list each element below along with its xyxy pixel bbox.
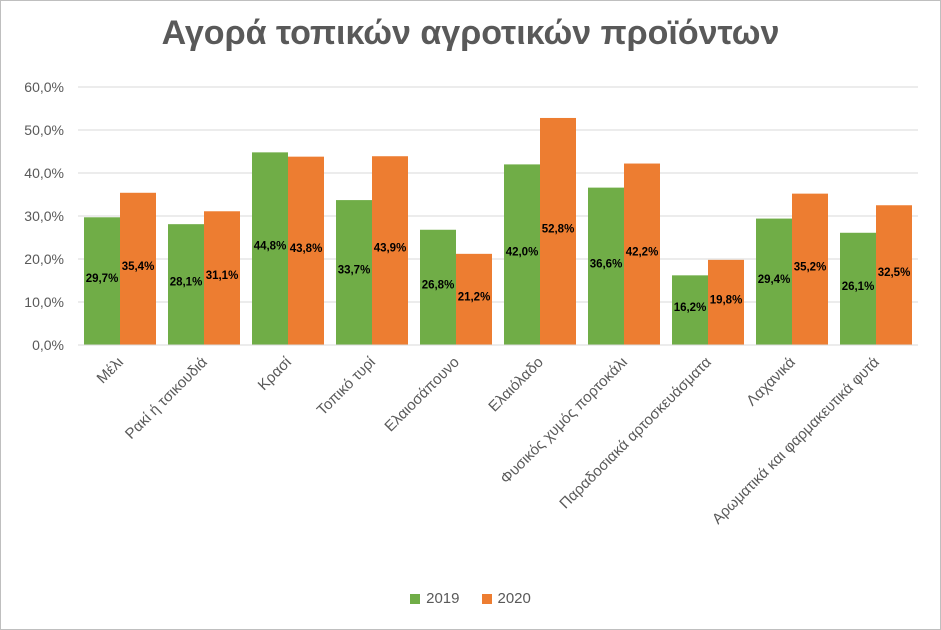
- data-label-2020: 35,4%: [122, 261, 155, 273]
- data-label-2019: 28,1%: [170, 277, 203, 289]
- y-tick-label: 60,0%: [24, 79, 64, 95]
- legend-item-2019: 2019: [410, 590, 460, 607]
- data-label-2019: 36,6%: [590, 258, 623, 270]
- bar-2019: [168, 224, 204, 345]
- data-labels: 29,7%35,4% 28,1%31,1% 44,8% 43,8% 33,7%43,9%…: [86, 223, 911, 314]
- bar-2019: [756, 218, 792, 345]
- data-label-2019: 26,8%: [422, 279, 455, 291]
- x-category-label: Μέλι: [94, 354, 127, 387]
- x-category-label: Ρακί ή τσικουδιά: [122, 354, 211, 443]
- legend-label-2019: 2019: [426, 590, 460, 607]
- y-tick-label: 40,0%: [24, 165, 64, 181]
- data-label-2020: 52,8%: [542, 223, 575, 235]
- legend-swatch-2019: [410, 593, 421, 604]
- bar-2020: [204, 211, 240, 345]
- data-label-2019: 16,2%: [674, 302, 707, 314]
- x-category-label: Λαχανικά: [743, 354, 799, 410]
- legend-swatch-2020: [481, 593, 492, 604]
- legend-label-2020: 2020: [497, 590, 531, 607]
- bar-2019: [672, 275, 708, 345]
- data-label-2019: 29,4%: [758, 274, 791, 286]
- data-label-2020: 19,8%: [710, 294, 743, 306]
- data-label-2020: 21,2%: [458, 291, 491, 303]
- legend: 2019 2020: [0, 590, 941, 607]
- bar-2019: [336, 200, 372, 345]
- chart-title: Αγορά τοπικών αγροτικών προϊόντων: [161, 14, 780, 52]
- data-label-2020: 42,2%: [626, 246, 659, 258]
- bar-2020: [288, 156, 324, 345]
- bar-2019: [252, 152, 288, 345]
- data-label-2019: 33,7%: [338, 265, 371, 277]
- bar-2020: [876, 205, 912, 345]
- bar-2020: [540, 117, 576, 346]
- bar-2020: [120, 192, 156, 345]
- data-label-2019: 44,8%: [254, 241, 287, 253]
- y-tick-label: 50,0%: [24, 122, 64, 138]
- y-tick-label: 20,0%: [24, 251, 64, 267]
- bar-2019: [420, 229, 456, 345]
- bar-2020: [792, 193, 828, 345]
- bar-2019: [588, 187, 624, 345]
- bar-2020: [456, 253, 492, 345]
- data-label-2019: 26,1%: [842, 281, 875, 293]
- bar-2020: [708, 259, 744, 345]
- y-tick-label: 10,0%: [24, 294, 64, 310]
- x-category-label: Αρωματικά και φαρμακευτικά φυτά: [709, 354, 883, 528]
- legend-item-2020: 2020: [481, 590, 531, 607]
- data-label-2020: 35,2%: [794, 261, 827, 273]
- x-category-label: Ελαιοσάπουνο: [381, 354, 462, 435]
- bar-2020: [372, 156, 408, 345]
- data-label-2020: 32,5%: [878, 267, 911, 279]
- x-category-label: Κρασί: [255, 353, 296, 394]
- bar-2019: [84, 217, 120, 345]
- y-tick-label: 0,0%: [32, 337, 64, 353]
- y-tick-label: 30,0%: [24, 208, 64, 224]
- x-category-label: Παραδοσιακά αρτοσκευάσματα: [556, 354, 715, 513]
- data-label-2019: 29,7%: [86, 273, 119, 285]
- bar-2020: [624, 163, 660, 345]
- bar-2019: [840, 232, 876, 345]
- x-category-label: Ελαιόλαδο: [485, 354, 547, 416]
- bar-2019: [504, 164, 540, 345]
- x-category-label: Τοπικό τυρί: [314, 353, 380, 419]
- data-label-2020: 43,8%: [290, 243, 323, 255]
- bars: [84, 117, 912, 346]
- y-axis: 0,0% 10,0% 20,0% 30,0% 40,0% 50,0% 60,0%: [24, 79, 64, 353]
- data-label-2020: 31,1%: [206, 270, 239, 282]
- data-label-2019: 42,0%: [506, 247, 539, 259]
- data-label-2020: 43,9%: [374, 243, 407, 255]
